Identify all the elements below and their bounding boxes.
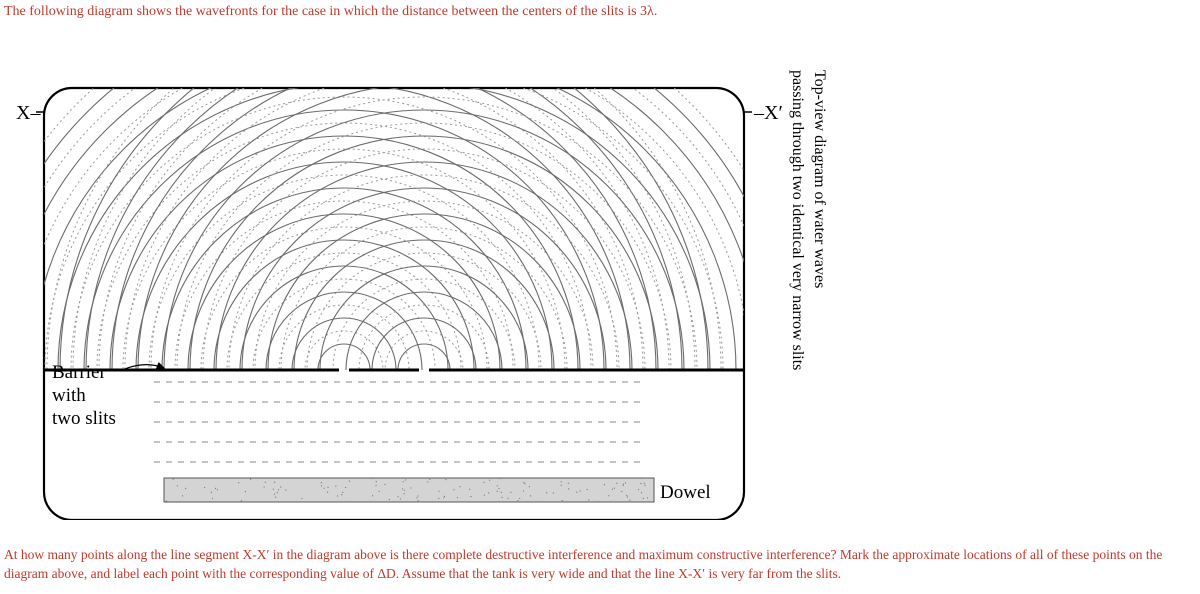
x-label-right: –X′ — [754, 102, 783, 125]
x-label-left: X– — [16, 102, 40, 125]
barrier-label-line2: with — [52, 385, 86, 406]
barrier-label-line1: Barrier — [52, 362, 106, 383]
side-caption-line2: passing through two identical very narro… — [789, 70, 806, 370]
tank-svg — [4, 30, 874, 520]
intro-text: The following diagram shows the wavefron… — [4, 4, 657, 20]
side-caption: Top-view diagram of water waves passing … — [787, 70, 830, 450]
question-text: At how many points along the line segmen… — [4, 546, 1196, 584]
dowel-label: Dowel — [660, 482, 711, 504]
barrier-label-line3: two slits — [52, 408, 116, 429]
barrier-label: Barrier with two slits — [52, 362, 116, 430]
wavefront-diagram: X– –X′ Barrier with two slits Dowel — [4, 30, 874, 520]
side-caption-line1: Top-view diagram of water waves — [811, 70, 828, 288]
